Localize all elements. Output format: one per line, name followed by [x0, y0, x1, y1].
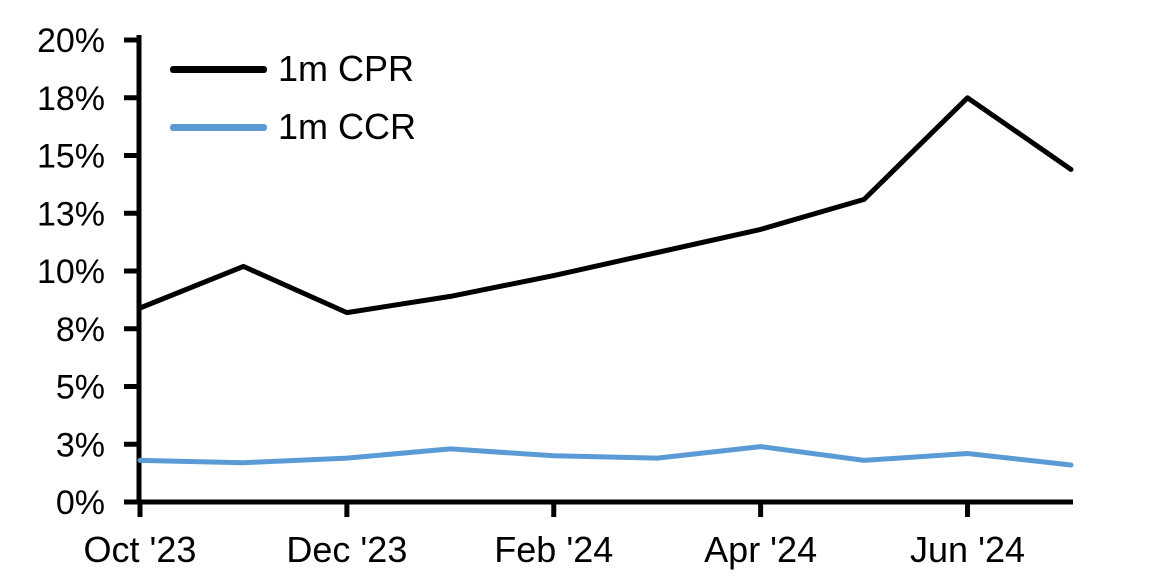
x-tick-label: Oct '23 — [84, 529, 197, 570]
x-tick-label: Dec '23 — [286, 529, 407, 570]
y-tick-label: 20% — [37, 22, 105, 60]
legend-label-1m-cpr: 1m CPR — [278, 48, 415, 89]
chart-legend: 1m CPR 1m CCR — [170, 40, 416, 156]
cpr-line-swatch — [170, 65, 267, 73]
y-tick-label: 8% — [56, 311, 105, 349]
y-tick-label: 3% — [56, 426, 105, 464]
legend-item-1m-ccr: 1m CCR — [170, 98, 416, 156]
series-line-1m-ccr — [137, 444, 1074, 468]
y-tick-label: 13% — [37, 195, 105, 233]
x-tick-label: Apr '24 — [704, 529, 817, 570]
y-tick-label: 10% — [37, 253, 105, 291]
y-tick-label: 15% — [37, 138, 105, 176]
y-tick-label: 0% — [56, 484, 105, 522]
series-line-1m-cpr — [137, 95, 1074, 316]
x-tick-label: Jun '24 — [910, 529, 1025, 570]
y-tick-label: 5% — [56, 369, 105, 407]
legend-label-1m-ccr: 1m CCR — [278, 106, 417, 147]
ccr-line-swatch — [170, 123, 267, 131]
x-tick-label: Feb '24 — [494, 529, 613, 570]
legend-item-1m-cpr: 1m CPR — [170, 40, 416, 98]
y-tick-label: 18% — [37, 80, 105, 118]
